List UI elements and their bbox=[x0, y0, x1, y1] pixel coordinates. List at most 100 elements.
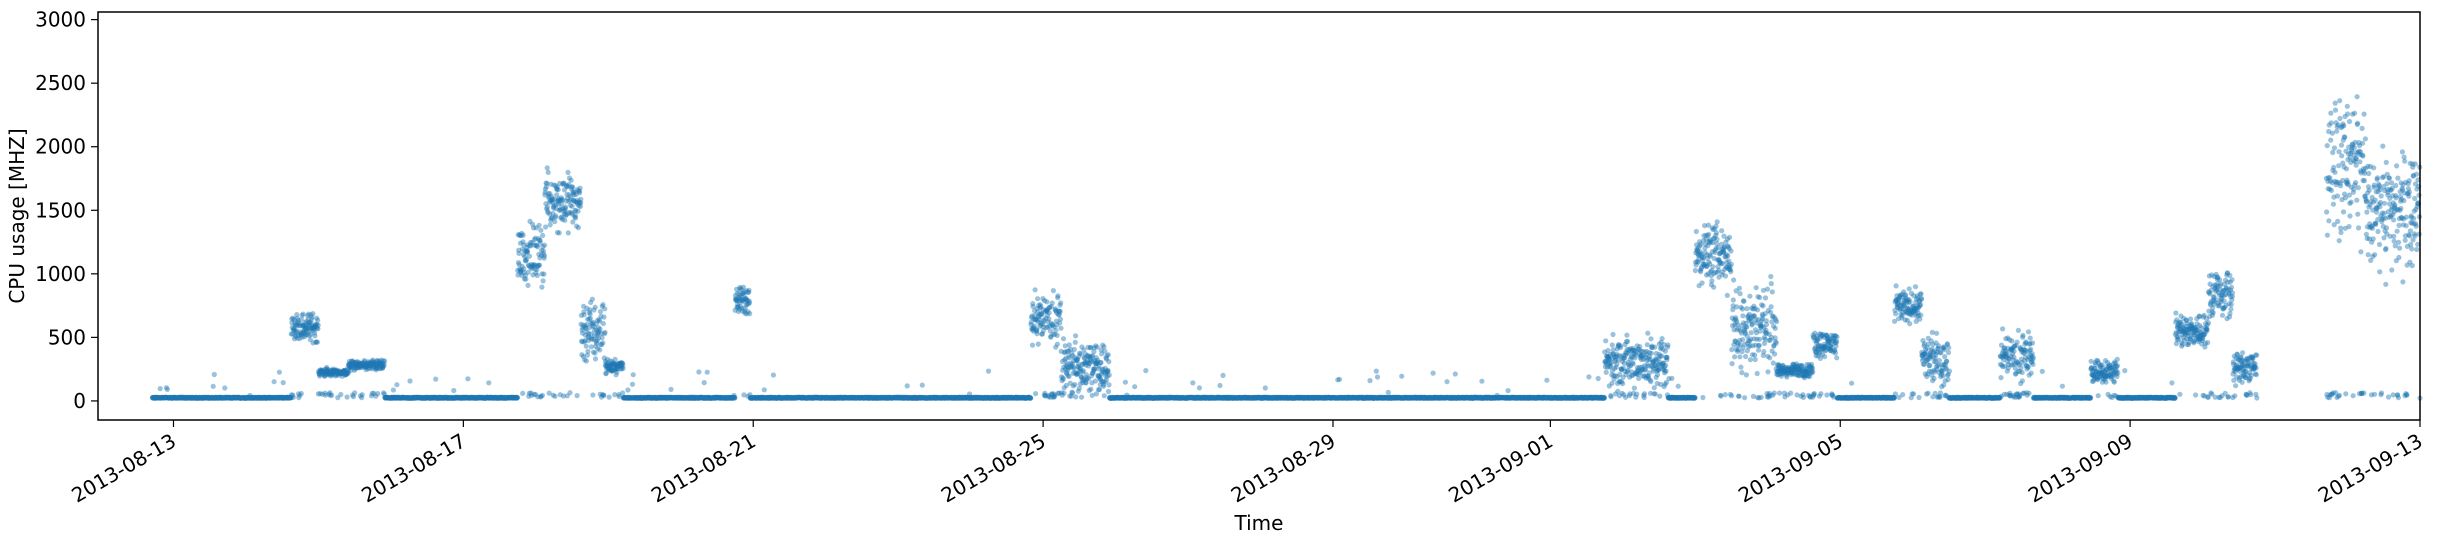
data-point bbox=[701, 380, 707, 386]
data-point bbox=[539, 392, 546, 398]
data-point bbox=[276, 369, 282, 375]
data-point bbox=[157, 386, 163, 392]
data-point bbox=[1132, 384, 1138, 390]
data-point bbox=[162, 395, 168, 401]
data-point bbox=[985, 368, 992, 374]
data-point bbox=[344, 394, 350, 400]
data-point bbox=[197, 395, 203, 401]
data-point bbox=[1073, 333, 1079, 339]
data-point bbox=[215, 395, 222, 401]
data-point bbox=[160, 395, 166, 401]
data-point bbox=[1374, 374, 1381, 380]
data-point bbox=[202, 394, 208, 400]
data-point bbox=[218, 394, 224, 400]
data-point bbox=[1101, 344, 1107, 350]
data-point bbox=[217, 395, 223, 401]
data-point bbox=[1098, 360, 1104, 366]
data-point bbox=[1079, 394, 1085, 400]
data-point bbox=[153, 394, 159, 400]
data-point bbox=[1217, 382, 1223, 389]
data-point bbox=[156, 395, 162, 401]
data-point bbox=[1053, 327, 1059, 333]
data-point bbox=[200, 395, 206, 401]
data-point bbox=[158, 395, 164, 401]
data-point bbox=[1143, 368, 1149, 374]
data-point bbox=[1054, 341, 1060, 347]
data-point bbox=[1054, 332, 1060, 338]
data-point bbox=[1055, 293, 1061, 299]
data-point bbox=[211, 395, 218, 401]
data-point bbox=[181, 394, 187, 400]
data-point bbox=[163, 394, 169, 400]
data-point bbox=[770, 372, 777, 378]
data-point bbox=[151, 395, 157, 401]
data-point bbox=[169, 395, 175, 401]
y-tick-label: 2000 bbox=[35, 135, 86, 159]
data-point bbox=[592, 356, 599, 362]
data-point bbox=[315, 317, 321, 323]
data-point bbox=[359, 392, 365, 398]
data-point bbox=[174, 395, 181, 401]
data-point bbox=[221, 394, 227, 401]
data-point bbox=[1035, 296, 1041, 302]
x-tick-label: 2013-09-13 bbox=[2314, 429, 2427, 508]
data-point bbox=[194, 394, 200, 400]
data-point bbox=[1122, 379, 1128, 385]
data-point bbox=[208, 395, 214, 401]
data-point bbox=[163, 394, 169, 400]
data-point bbox=[542, 242, 548, 248]
data-point bbox=[187, 395, 193, 401]
data-point bbox=[163, 394, 169, 400]
data-point bbox=[167, 395, 174, 401]
data-point bbox=[156, 395, 162, 401]
data-point bbox=[178, 394, 184, 401]
data-point bbox=[190, 395, 196, 401]
data-point bbox=[172, 395, 178, 401]
data-point bbox=[620, 365, 626, 371]
data-point bbox=[214, 395, 220, 401]
y-tick-label: 1000 bbox=[35, 262, 86, 286]
data-point bbox=[552, 393, 558, 399]
data-point bbox=[1190, 380, 1196, 386]
data-point bbox=[202, 395, 208, 401]
data-point bbox=[196, 395, 202, 401]
data-point bbox=[207, 395, 214, 401]
data-point bbox=[516, 250, 522, 256]
data-point bbox=[183, 395, 189, 401]
data-point bbox=[184, 394, 190, 401]
data-point bbox=[601, 392, 607, 398]
data-point bbox=[186, 394, 192, 400]
data-point bbox=[221, 395, 227, 401]
data-point bbox=[185, 395, 191, 401]
data-point bbox=[280, 380, 286, 386]
data-point bbox=[220, 395, 226, 401]
data-point bbox=[190, 395, 196, 401]
data-point bbox=[219, 395, 225, 401]
data-point bbox=[1373, 368, 1379, 374]
data-point bbox=[590, 392, 596, 398]
data-point bbox=[155, 395, 161, 401]
data-point bbox=[218, 395, 224, 401]
data-point bbox=[201, 395, 207, 401]
data-point bbox=[186, 394, 192, 401]
data-point bbox=[192, 394, 198, 400]
data-point bbox=[166, 395, 172, 401]
data-point bbox=[1035, 341, 1041, 347]
data-point bbox=[704, 369, 710, 375]
data-point bbox=[167, 395, 173, 401]
y-tick-label: 500 bbox=[48, 325, 86, 349]
data-point bbox=[153, 395, 159, 401]
data-point bbox=[523, 276, 529, 282]
data-point bbox=[174, 395, 180, 401]
data-point bbox=[170, 395, 176, 401]
data-point bbox=[201, 395, 207, 401]
data-point bbox=[203, 395, 209, 401]
data-point bbox=[213, 394, 219, 400]
data-point bbox=[213, 394, 219, 400]
data-point bbox=[525, 282, 531, 288]
data-point bbox=[152, 395, 158, 401]
data-point bbox=[193, 394, 199, 401]
data-point bbox=[1058, 300, 1064, 306]
data-point bbox=[212, 394, 219, 400]
data-point bbox=[220, 395, 226, 401]
